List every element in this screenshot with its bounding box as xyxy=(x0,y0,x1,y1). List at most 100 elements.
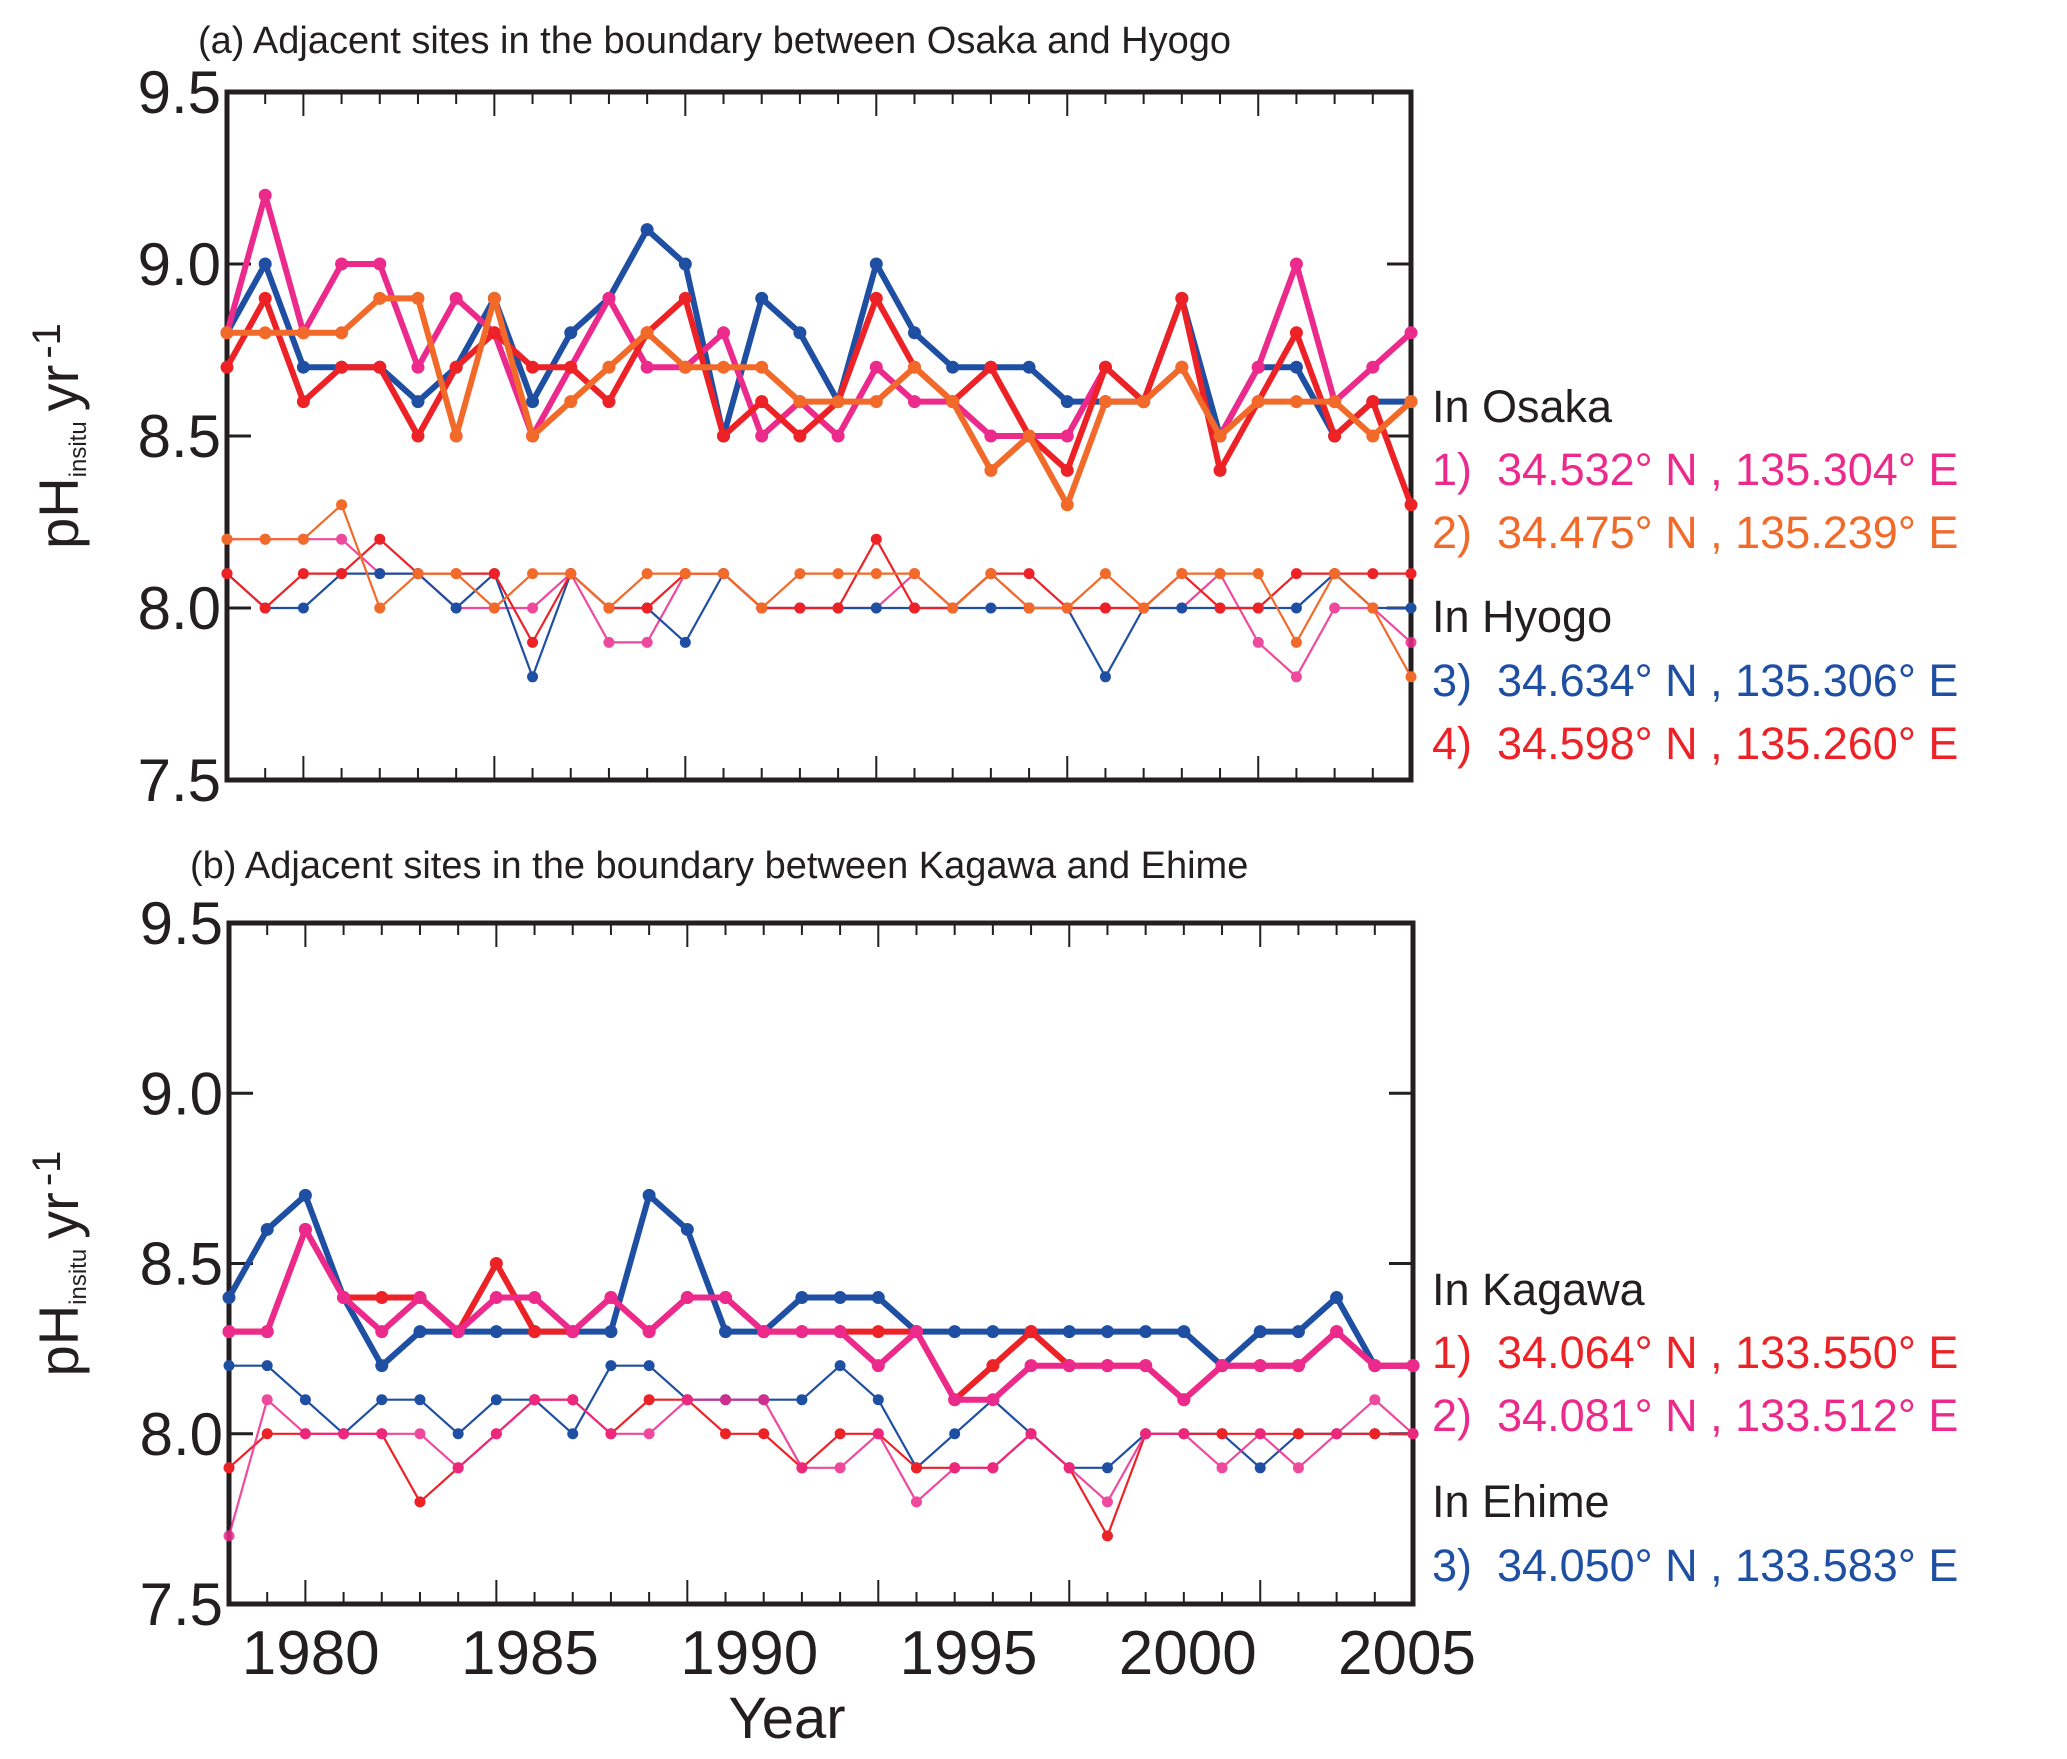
data-point xyxy=(602,360,616,374)
data-point xyxy=(490,1428,502,1440)
panel-a: (a) Adjacent sites in the boundary betwe… xyxy=(25,20,1418,814)
data-point xyxy=(755,291,769,305)
data-point xyxy=(1407,1428,1419,1440)
data-point xyxy=(641,636,653,648)
series-line xyxy=(228,1398,1413,1538)
y-label-subscript: insitu xyxy=(65,1249,92,1305)
data-point xyxy=(220,326,234,340)
series-site-2-thin xyxy=(221,499,1417,683)
data-point xyxy=(870,533,882,545)
data-point xyxy=(1404,326,1418,340)
data-point xyxy=(449,429,463,443)
data-point xyxy=(946,360,960,374)
data-point xyxy=(411,360,425,374)
data-point xyxy=(910,1462,922,1474)
data-point xyxy=(1140,1428,1152,1440)
data-point xyxy=(641,602,653,614)
data-point xyxy=(527,636,539,648)
data-point xyxy=(528,1325,542,1339)
data-point xyxy=(1251,395,1265,409)
data-point xyxy=(1101,1462,1113,1474)
series-line xyxy=(229,1226,1413,1403)
data-point xyxy=(1101,1530,1113,1542)
data-point xyxy=(452,1428,464,1440)
data-point xyxy=(719,1291,733,1305)
series-site-3-thin xyxy=(223,1360,1419,1474)
data-point xyxy=(529,1394,541,1406)
legend-group-title: In Ehime xyxy=(1432,1476,1610,1527)
y-tick-label: 8.0 xyxy=(138,575,221,642)
y-tick-label: 8.5 xyxy=(140,1231,223,1298)
data-point xyxy=(602,291,616,305)
data-point xyxy=(414,1496,426,1508)
data-point xyxy=(296,326,310,340)
data-point xyxy=(487,291,501,305)
data-point xyxy=(449,360,463,374)
data-point xyxy=(947,602,959,614)
data-point xyxy=(1329,602,1341,614)
data-point xyxy=(296,395,310,409)
data-point xyxy=(985,602,997,614)
data-point xyxy=(984,360,998,374)
data-point xyxy=(1139,1359,1153,1373)
data-point xyxy=(720,1394,732,1406)
data-point xyxy=(984,429,998,443)
data-point xyxy=(1098,360,1112,374)
data-point xyxy=(907,360,921,374)
data-point xyxy=(222,1291,236,1305)
data-point xyxy=(223,1530,235,1542)
y-axis-label: pHinsitu yr -1 xyxy=(25,323,92,549)
data-point xyxy=(258,257,272,271)
data-point xyxy=(223,1462,235,1474)
data-point xyxy=(1366,360,1380,374)
data-point xyxy=(1216,1428,1228,1440)
data-point xyxy=(717,429,731,443)
data-point xyxy=(869,360,883,374)
data-point xyxy=(336,533,348,545)
data-point xyxy=(452,1462,464,1474)
y-label-superscript: -1 xyxy=(25,1151,69,1187)
data-point xyxy=(1022,360,1036,374)
x-axis-label: Year xyxy=(728,1686,845,1751)
data-point xyxy=(450,602,462,614)
x-tick-label: 1985 xyxy=(461,1619,599,1688)
data-point xyxy=(258,326,272,340)
data-point xyxy=(909,1325,923,1339)
data-point xyxy=(720,1428,732,1440)
data-point xyxy=(260,1222,274,1236)
data-point xyxy=(1100,1359,1114,1373)
data-point xyxy=(948,1325,962,1339)
data-point xyxy=(603,636,615,648)
y-label-main: pH xyxy=(27,477,90,549)
data-point xyxy=(374,568,386,580)
data-point xyxy=(298,1188,312,1202)
series-line xyxy=(227,1398,1414,1537)
data-point xyxy=(527,602,539,614)
data-point xyxy=(640,223,654,237)
data-point xyxy=(414,1394,426,1406)
data-point xyxy=(1099,568,1111,580)
data-point xyxy=(1292,1462,1304,1474)
data-point xyxy=(605,1428,617,1440)
series-line xyxy=(227,503,1412,678)
data-point xyxy=(1367,602,1379,614)
data-point xyxy=(413,1291,427,1305)
x-tick-label: 1980 xyxy=(242,1619,380,1688)
data-point xyxy=(869,395,883,409)
data-point xyxy=(641,568,653,580)
data-point xyxy=(1405,671,1417,683)
data-point xyxy=(793,429,807,443)
data-point xyxy=(411,395,425,409)
data-point xyxy=(487,326,501,340)
data-point xyxy=(719,1325,733,1339)
y-tick-label: 7.5 xyxy=(140,1571,223,1638)
data-point xyxy=(756,602,768,614)
series-site-4-thin xyxy=(221,533,1417,648)
data-point xyxy=(678,291,692,305)
data-point xyxy=(796,1462,808,1474)
data-point xyxy=(1289,395,1303,409)
data-point xyxy=(1366,429,1380,443)
data-point xyxy=(1177,1325,1191,1339)
chart-title: (a) Adjacent sites in the boundary betwe… xyxy=(198,20,1231,62)
data-point xyxy=(681,1394,693,1406)
